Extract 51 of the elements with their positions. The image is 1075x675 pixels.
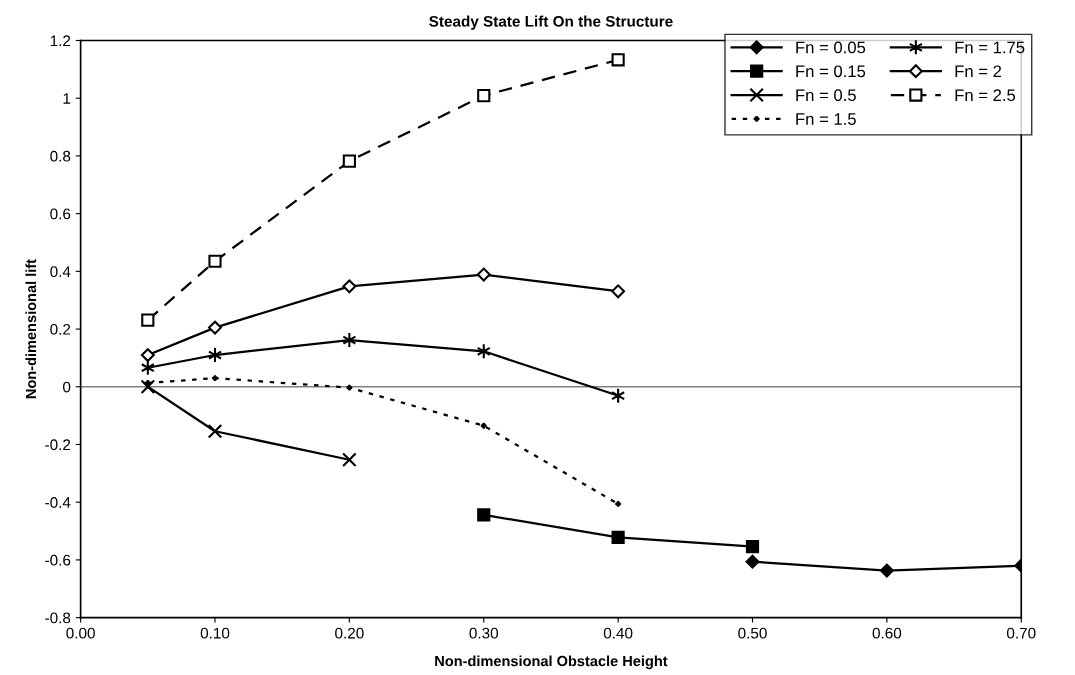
point xyxy=(141,313,155,327)
point xyxy=(345,384,353,392)
legend-label: Fn = 1.5 xyxy=(796,113,856,125)
point xyxy=(745,554,760,569)
legend-label: Fn = 0.15 xyxy=(796,65,866,78)
y-tick-label: -0.4 xyxy=(45,497,71,508)
y-tick-label: -0.6 xyxy=(45,554,71,566)
point xyxy=(611,284,626,299)
y-axis-title: Non-dimensional lift xyxy=(25,259,37,399)
y-tick-label: 0 xyxy=(63,381,71,393)
legend-label: Fn = 0.5 xyxy=(796,89,856,102)
x-tick-label: 0.10 xyxy=(200,627,230,639)
y-tick-label: 1 xyxy=(63,93,71,104)
x-tick-label: 0.20 xyxy=(335,627,364,639)
point xyxy=(207,423,223,439)
point xyxy=(476,267,491,282)
point xyxy=(477,89,491,103)
legend-label: Fn = 0.05 xyxy=(796,41,866,54)
x-tick-label: 0.70 xyxy=(1006,627,1036,639)
point xyxy=(211,374,219,382)
x-tick-label: 0.60 xyxy=(872,627,902,639)
point xyxy=(208,254,222,268)
legend-label: Fn = 2 xyxy=(955,65,1002,78)
point xyxy=(745,540,760,554)
chart-title: Steady State Lift On the Structure xyxy=(429,15,673,30)
y-tick-label: 0.6 xyxy=(50,208,71,220)
point xyxy=(140,348,155,362)
point xyxy=(477,508,491,522)
point xyxy=(342,279,357,294)
point xyxy=(611,53,625,67)
y-tick-label: 0.4 xyxy=(50,266,71,278)
x-tick-label: 0.00 xyxy=(66,627,95,639)
x-tick-label: 0.30 xyxy=(469,627,499,639)
legend-label: Fn = 2.5 xyxy=(955,89,1016,102)
point xyxy=(140,379,156,395)
y-tick-label: -0.8 xyxy=(45,612,71,624)
x-axis-title: Non-dimensional Obstacle Height xyxy=(435,655,668,670)
point xyxy=(614,500,622,508)
y-tick-label: 0.8 xyxy=(50,150,71,162)
point xyxy=(879,563,894,578)
point xyxy=(208,320,222,335)
legend-label: Fn = 1.75 xyxy=(955,41,1025,54)
point xyxy=(611,530,625,544)
x-tick-label: 0.50 xyxy=(738,627,767,639)
y-tick-label: 0.2 xyxy=(50,323,71,335)
point xyxy=(342,452,357,468)
point xyxy=(480,422,488,430)
y-tick-label: -0.2 xyxy=(45,439,71,451)
point xyxy=(342,154,356,168)
y-tick-label: 1.2 xyxy=(50,35,71,47)
x-tick-label: 0.40 xyxy=(603,627,633,639)
